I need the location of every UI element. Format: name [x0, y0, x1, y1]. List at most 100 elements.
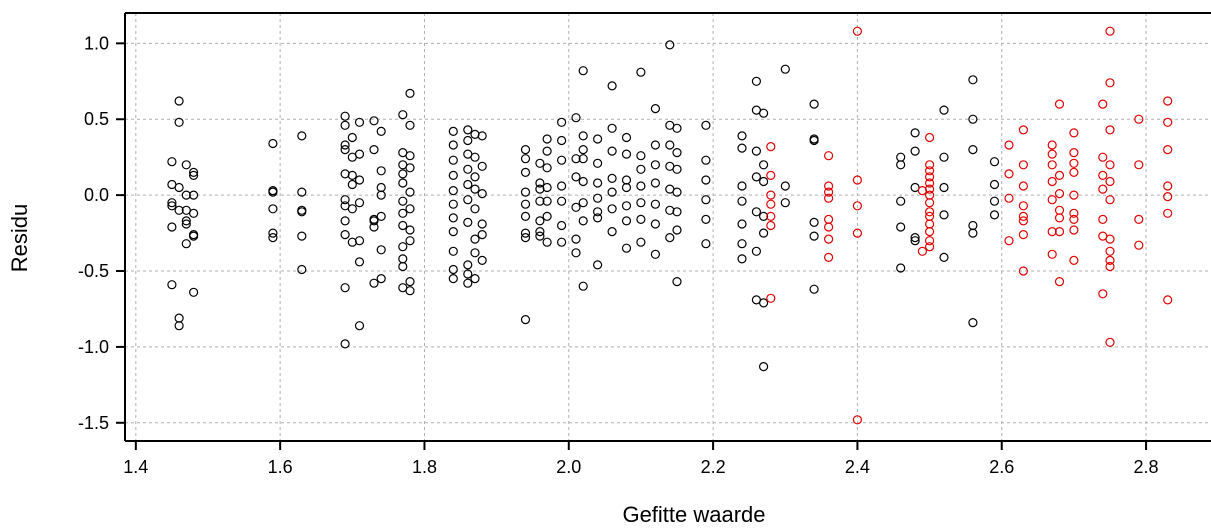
data-point-red — [1134, 240, 1144, 250]
data-point-red — [1047, 227, 1057, 237]
data-point-red — [1018, 125, 1029, 135]
data-point-black — [520, 167, 531, 177]
data-point-red — [1069, 214, 1079, 224]
data-point-red — [1018, 230, 1029, 240]
data-point-black — [354, 149, 365, 159]
data-point-black — [701, 239, 711, 249]
x-tick-label: 2.6 — [989, 457, 1014, 477]
data-point-black — [477, 255, 487, 265]
data-point-black — [989, 179, 1000, 190]
data-point-red — [823, 181, 834, 191]
data-point-red — [1069, 225, 1079, 235]
data-point-black — [758, 211, 769, 221]
data-point-black — [470, 204, 480, 214]
data-point-black — [621, 175, 632, 185]
data-point-black — [297, 187, 307, 197]
data-point-red — [1054, 205, 1065, 215]
data-point-red — [1163, 145, 1173, 155]
data-point-black — [578, 281, 588, 291]
data-point-red — [1134, 214, 1144, 224]
data-point-black — [607, 146, 617, 156]
data-point-red — [924, 242, 935, 252]
tick-marks — [116, 42, 1148, 450]
data-point-black — [405, 204, 415, 214]
data-point-black — [189, 231, 199, 241]
data-point-black — [398, 261, 408, 272]
data-point-black — [477, 189, 487, 199]
data-point-black — [535, 158, 545, 168]
data-point-black — [571, 202, 581, 212]
data-point-black — [520, 315, 531, 325]
data-point-black — [448, 274, 458, 284]
data-point-black — [672, 207, 682, 217]
data-point-black — [174, 205, 184, 215]
data-point-black — [189, 190, 199, 200]
data-point-black — [174, 117, 184, 127]
data-point-black — [398, 169, 408, 179]
data-point-red — [823, 234, 834, 244]
data-point-red — [924, 166, 935, 176]
data-point-black — [701, 155, 711, 165]
data-point-black — [939, 252, 949, 262]
data-point-black — [405, 88, 415, 99]
data-point-black — [896, 160, 906, 170]
data-point-black — [369, 222, 379, 232]
data-point-black — [463, 278, 473, 288]
x-axis-title: Gefitte waarde — [622, 502, 765, 527]
data-point-black — [571, 248, 581, 258]
data-point-black — [448, 186, 458, 196]
data-point-black — [167, 201, 177, 211]
data-point-black — [780, 64, 790, 74]
data-point-black — [477, 230, 487, 240]
data-point-red — [766, 293, 776, 303]
data-point-black — [167, 198, 177, 208]
data-point-red — [766, 211, 776, 221]
data-point-black — [592, 134, 603, 144]
data-point-red — [1054, 213, 1065, 223]
data-point-black — [369, 145, 379, 155]
data-point-red — [1047, 249, 1057, 259]
data-point-black — [758, 176, 769, 187]
data-point-red — [1134, 114, 1144, 124]
data-point-red — [1069, 208, 1079, 218]
data-point-black — [369, 116, 379, 126]
data-point-black — [398, 208, 408, 218]
data-point-black — [737, 239, 747, 249]
data-point-red — [852, 201, 863, 211]
x-tick-label: 2.4 — [845, 457, 870, 477]
data-point-red — [1069, 255, 1079, 265]
data-point-black — [347, 170, 357, 180]
data-point-black — [347, 204, 357, 214]
data-point-black — [297, 131, 307, 141]
data-point-black — [665, 233, 675, 243]
data-point-black — [556, 181, 567, 191]
data-point-black — [968, 145, 978, 155]
data-point-black — [571, 172, 581, 182]
data-point-black — [448, 140, 458, 150]
data-point-black — [650, 219, 661, 229]
data-point-red — [823, 252, 834, 262]
data-point-black — [556, 220, 567, 231]
data-point-black — [405, 277, 415, 287]
data-point-black — [376, 245, 386, 255]
x-tick-label: 2.0 — [556, 457, 581, 477]
data-point-black — [268, 187, 278, 197]
data-point-red — [1054, 277, 1065, 287]
data-point-black — [621, 201, 632, 211]
data-point-red — [1098, 99, 1108, 109]
data-point-black — [376, 126, 386, 136]
data-point-black — [405, 236, 415, 246]
data-point-red — [924, 160, 935, 170]
data-point-black — [297, 264, 307, 275]
data-point-red — [1047, 176, 1057, 187]
data-point-black — [340, 195, 350, 205]
data-point-black — [650, 178, 661, 188]
data-point-black — [470, 274, 480, 284]
data-point-black — [592, 178, 603, 188]
data-point-black — [448, 264, 458, 275]
data-point-black — [376, 182, 386, 193]
data-point-black — [369, 216, 379, 226]
data-point-red — [1105, 261, 1115, 272]
data-point-black — [650, 103, 661, 114]
x-tick-label: 1.4 — [123, 457, 148, 477]
